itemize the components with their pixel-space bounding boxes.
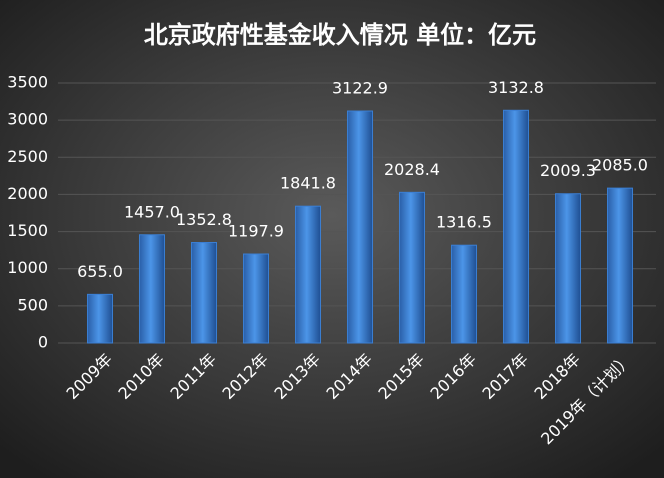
y-tick-label: 500 [17, 295, 48, 314]
bar [607, 187, 633, 344]
bar [555, 193, 581, 344]
y-tick-label: 1500 [7, 221, 48, 240]
bar [243, 253, 269, 344]
data-label: 1197.9 [228, 222, 284, 241]
y-tick-label: 3500 [7, 73, 48, 92]
data-label: 1352.8 [176, 210, 232, 229]
bar [503, 109, 529, 344]
data-label: 2028.4 [384, 160, 440, 179]
bar [87, 293, 113, 344]
y-tick-label: 0 [38, 333, 48, 352]
data-label: 655.0 [77, 262, 123, 281]
bar [295, 205, 321, 344]
y-tick-label: 2000 [7, 184, 48, 203]
bar [191, 242, 217, 344]
data-label: 1316.5 [436, 213, 492, 232]
bar [139, 234, 165, 344]
data-label: 2009.3 [540, 161, 596, 180]
y-tick-label: 3000 [7, 110, 48, 129]
y-tick-label: 2500 [7, 147, 48, 166]
data-label: 1841.8 [280, 174, 336, 193]
data-label: 3122.9 [332, 79, 388, 98]
bar [399, 191, 425, 344]
y-tick-label: 1000 [7, 258, 48, 277]
chart-title: 北京政府性基金收入情况 单位：亿元 [144, 21, 536, 49]
data-label: 3132.8 [488, 78, 544, 97]
data-label: 1457.0 [124, 202, 180, 221]
data-label: 2085.0 [592, 156, 648, 175]
bar [451, 244, 477, 344]
bar [347, 110, 373, 344]
